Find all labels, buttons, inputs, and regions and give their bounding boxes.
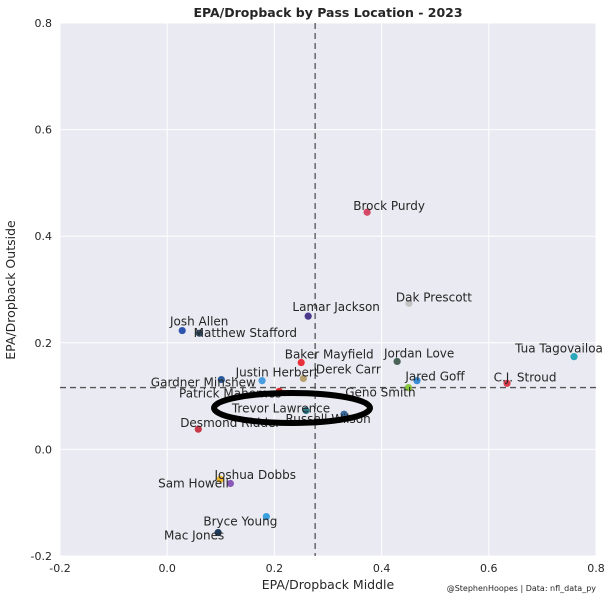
point-label: Lamar Jackson — [292, 300, 379, 314]
point-label: Joshua Dobbs — [213, 468, 296, 482]
point-label: Jordan Love — [383, 346, 454, 360]
y-tick-label: 0.2 — [35, 337, 53, 350]
data-point — [194, 425, 202, 433]
data-point — [178, 326, 186, 335]
x-tick-label: 0.0 — [158, 562, 176, 575]
data-point — [302, 406, 310, 415]
y-tick-label: 0.0 — [35, 443, 53, 456]
plot-background — [60, 23, 596, 556]
data-point — [393, 357, 401, 366]
data-point — [404, 383, 412, 392]
x-tick-label: 0.6 — [480, 562, 498, 575]
point-label: Derek Carr — [316, 363, 381, 377]
x-tick-label: -0.2 — [49, 562, 70, 575]
y-tick-label: 0.4 — [35, 230, 53, 243]
point-label: Mac Jones — [164, 529, 224, 543]
point-label: Baker Mayfield — [285, 348, 374, 362]
data-points — [178, 208, 578, 537]
data-point — [214, 528, 222, 537]
data-point — [413, 377, 421, 385]
x-tick-label: 0.2 — [266, 562, 284, 575]
point-label: Matthew Stafford — [194, 326, 297, 340]
y-axis-label: EPA/Dropback Outside — [3, 220, 18, 360]
data-point — [405, 299, 413, 307]
point-label: Trevor Lawrence — [231, 401, 330, 415]
y-tick-label: -0.2 — [31, 550, 52, 563]
data-point — [503, 379, 511, 387]
data-point — [258, 377, 266, 385]
point-label: C.J. Stroud — [494, 370, 557, 384]
grid-lines — [59, 22, 597, 557]
point-label: Bryce Young — [203, 515, 277, 529]
y-tick-label: 0.8 — [35, 17, 53, 30]
credit-text: @StephenHoopes | Data: nfl_data_py — [447, 584, 597, 593]
point-label: Jared Goff — [404, 370, 465, 384]
data-point — [297, 358, 305, 367]
chart-title: EPA/Dropback by Pass Location - 2023 — [193, 5, 462, 20]
data-point — [217, 375, 225, 384]
data-point — [195, 329, 203, 337]
data-point — [216, 475, 224, 483]
point-label: Brock Purdy — [353, 199, 425, 213]
data-point — [226, 479, 235, 488]
data-point — [262, 512, 270, 521]
point-label: Dak Prescott — [396, 290, 472, 304]
x-tick-label: 0.4 — [373, 562, 391, 575]
point-label: Justin Herbert — [235, 366, 319, 380]
point-label: Josh Allen — [169, 315, 228, 329]
tick-labels: -0.2 0.0 0.2 0.4 0.6 0.8 -0.2 0.0 0.2 0.4 0.6 0.8 — [31, 17, 605, 575]
point-label: Geno Smith — [345, 386, 415, 400]
data-point — [363, 208, 371, 216]
highlight-ellipse — [211, 390, 373, 426]
y-tick-label: 0.6 — [35, 124, 53, 137]
point-label: Gardner Minshew — [151, 376, 256, 390]
x-tick-label: 0.8 — [587, 562, 605, 575]
x-axis-label: EPA/Dropback Middle — [262, 577, 395, 592]
data-point — [304, 312, 312, 320]
point-label: Sam Howell — [158, 477, 229, 491]
point-label: Tua Tagovailoa — [514, 342, 603, 356]
data-point — [570, 353, 578, 361]
data-point — [299, 374, 307, 383]
